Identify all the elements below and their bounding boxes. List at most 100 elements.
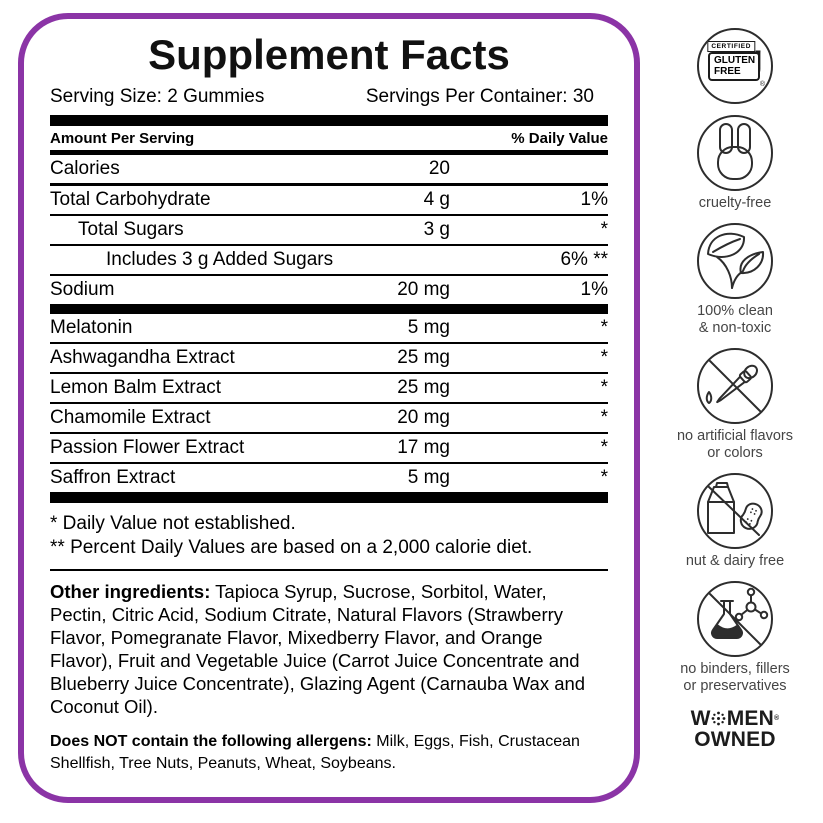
other-ingredients-label: Other ingredients:	[50, 581, 211, 602]
clean-nontoxic-circle	[697, 223, 773, 299]
badge-gluten-free: CERTIFIED GLUTEN FREE g ®	[697, 28, 773, 104]
women-w: W	[690, 707, 711, 730]
registered-mark: ®	[773, 714, 780, 722]
row-amount: 20 mg	[397, 279, 450, 300]
table-row-sodium: Sodium 20 mg 1%	[50, 276, 608, 304]
dotted-o-icon	[711, 711, 726, 726]
leaves-icon	[707, 232, 765, 289]
row-name: Includes 3 g Added Sugars	[106, 249, 334, 270]
row-dv: *	[600, 317, 608, 338]
badge-clean-nontoxic: 100% clean & non-toxic	[697, 223, 773, 337]
row-amount: 5 mg	[407, 467, 450, 488]
row-dv: *	[600, 467, 608, 488]
servings-per-container: Servings Per Container: 30	[365, 86, 594, 107]
milk-peanut-crossed-icon	[706, 482, 763, 536]
row-dv: *	[600, 347, 608, 368]
badge-label-line: no artificial flavors	[676, 428, 794, 444]
table-header-row: Amount Per Serving % Daily Value	[50, 126, 608, 150]
row-name: Chamomile Extract	[50, 407, 211, 428]
women-owned-logo: W MEN ® OWNED	[691, 708, 780, 750]
table-row-total-sugars: Total Sugars 3 g *	[50, 216, 608, 246]
row-dv: *	[600, 407, 608, 428]
row-amount: 3 g	[423, 219, 450, 240]
thick-divider-bar	[50, 304, 608, 314]
row-name: Ashwagandha Extract	[50, 347, 235, 368]
table-row-total-carbohydrate: Total Carbohydrate 4 g 1%	[50, 186, 608, 216]
gluten-word: GLUTEN	[714, 55, 756, 66]
row-name: Total Sugars	[78, 219, 184, 240]
certified-tab: CERTIFIED	[707, 41, 756, 52]
row-dv: 1%	[580, 279, 608, 300]
badge-cruelty-free: cruelty-free	[697, 115, 773, 212]
panel-title: Supplement Facts	[148, 31, 510, 78]
serving-size: Serving Size: 2 Gummies	[50, 86, 265, 107]
cruelty-free-circle	[697, 115, 773, 191]
nutrition-table: Calories 20 Total Carbohydrate 4 g 1% To…	[50, 155, 608, 304]
badge-label: cruelty-free	[698, 195, 772, 211]
supplement-table: Melatonin 5 mg * Ashwagandha Extract 25 …	[50, 314, 608, 492]
no-artificial-circle	[696, 348, 773, 424]
row-amount: 4 g	[423, 189, 450, 210]
row-name: Calories	[50, 158, 120, 179]
gluten-free-wordbox: GLUTEN FREE	[708, 52, 761, 81]
women-owned-line1: W MEN ®	[691, 708, 780, 729]
registered-mark: ®	[759, 81, 765, 88]
medium-divider-bar	[50, 150, 608, 155]
allergen-label: Does NOT contain the following allergens…	[50, 733, 372, 750]
bunny-icon	[717, 123, 753, 180]
row-name: Melatonin	[50, 317, 133, 338]
row-amount: 5 mg	[407, 317, 450, 338]
free-word: FREE	[714, 65, 741, 77]
no-binders-circle	[696, 581, 773, 657]
row-name: Total Carbohydrate	[50, 189, 211, 210]
badge-label: no binders, fillers or preservatives	[680, 661, 790, 695]
other-ingredients: Other ingredients: Tapioca Syrup, Sucros…	[50, 580, 608, 718]
row-amount: 20	[428, 158, 450, 179]
row-amount: 25 mg	[397, 377, 450, 398]
badge-label-line: no binders, fillers	[680, 661, 790, 677]
badge-label-line: & non-toxic	[698, 320, 772, 336]
thin-divider	[50, 569, 608, 571]
badge-label: 100% clean & non-toxic	[697, 303, 773, 337]
dropper-crossed-icon	[705, 360, 761, 412]
badge-label-line: or colors	[707, 445, 763, 461]
row-amount: 25 mg	[397, 347, 450, 368]
badge-label-line: or preservatives	[683, 678, 787, 694]
table-row-calories: Calories 20	[50, 155, 608, 186]
row-name: Sodium	[50, 279, 115, 300]
footnote-dv-not-established: * Daily Value not established.	[50, 513, 296, 534]
allergen-statement: Does NOT contain the following allergens…	[50, 731, 608, 775]
row-amount: 20 mg	[397, 407, 450, 428]
thick-divider-bar	[50, 492, 608, 503]
badge-label: nut & dairy free	[685, 553, 785, 569]
supplement-facts-panel: Supplement Facts Serving Size: 2 Gummies…	[18, 13, 640, 803]
nut-dairy-circle	[696, 473, 773, 549]
badge-no-binders: no binders, fillers or preservatives	[680, 581, 790, 695]
table-row-melatonin: Melatonin 5 mg *	[50, 314, 608, 344]
row-name: Lemon Balm Extract	[50, 377, 222, 398]
table-row-added-sugars: Includes 3 g Added Sugars 6% **	[50, 246, 608, 276]
thick-divider-bar	[50, 115, 608, 126]
badge-nut-dairy-free: nut & dairy free	[686, 473, 784, 570]
serving-info-row: Serving Size: 2 Gummies Servings Per Con…	[50, 86, 608, 108]
table-row-lemon-balm: Lemon Balm Extract 25 mg *	[50, 374, 608, 404]
row-dv: *	[600, 377, 608, 398]
allergen-text: Milk, Eggs, Fish, Crustacean Shellfish, …	[50, 733, 580, 772]
row-name: Saffron Extract	[50, 467, 176, 488]
column-amount-per-serving: Amount Per Serving	[50, 130, 195, 147]
badge-label: no artificial flavors or colors	[677, 428, 793, 462]
table-row-ashwagandha: Ashwagandha Extract 25 mg *	[50, 344, 608, 374]
gluten-free-icon: CERTIFIED GLUTEN FREE g ®	[697, 28, 773, 104]
row-dv: 6% **	[560, 249, 608, 270]
women-men: MEN	[726, 707, 774, 730]
row-dv: 1%	[580, 189, 608, 210]
flask-molecule-crossed-icon	[708, 587, 769, 645]
column-daily-value: % Daily Value	[511, 130, 608, 147]
row-name: Passion Flower Extract	[50, 437, 245, 458]
footnote-percent-dv: ** Percent Daily Values are based on a 2…	[50, 537, 533, 558]
table-row-saffron: Saffron Extract 5 mg *	[50, 464, 608, 492]
row-dv: *	[600, 219, 608, 240]
table-row-chamomile: Chamomile Extract 20 mg *	[50, 404, 608, 434]
row-amount: 17 mg	[397, 437, 450, 458]
